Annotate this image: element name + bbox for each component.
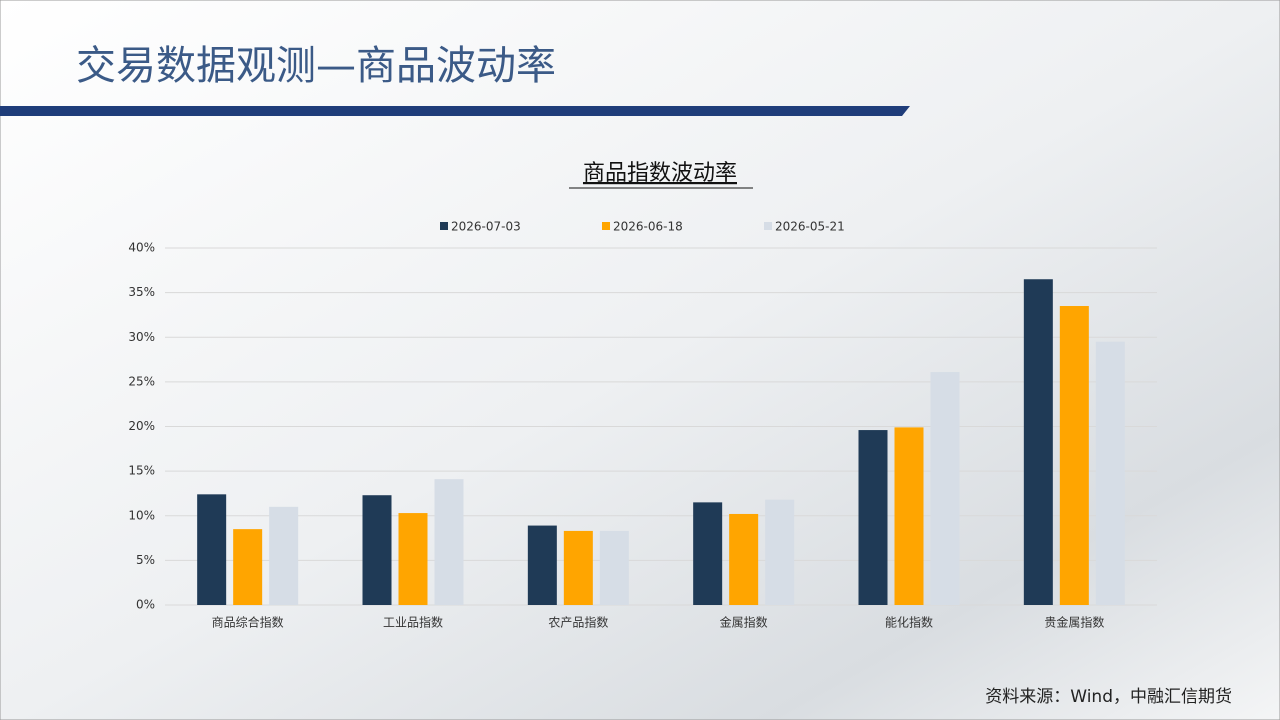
bar	[398, 513, 428, 605]
y-tick-label: 35%	[128, 285, 155, 299]
bar	[197, 494, 227, 605]
bar	[563, 530, 593, 605]
bar	[434, 479, 464, 605]
bar	[765, 499, 795, 605]
bar	[1059, 306, 1089, 605]
x-tick-label: 金属指数	[720, 615, 768, 630]
bar	[858, 430, 888, 605]
x-tick-label: 商品综合指数	[212, 615, 284, 630]
bar	[894, 427, 924, 605]
title-band	[0, 106, 910, 116]
bar	[729, 513, 759, 605]
bar	[527, 525, 557, 605]
legend-label: 2026-06-18	[613, 220, 683, 234]
bar	[233, 529, 263, 605]
x-tick-label: 农产品指数	[548, 615, 608, 630]
y-tick-label: 10%	[128, 508, 155, 522]
bar	[1095, 341, 1125, 605]
bar	[930, 372, 960, 605]
y-tick-label: 30%	[128, 330, 155, 344]
y-tick-label: 25%	[128, 374, 155, 388]
chart-title: 商品指数波动率	[583, 161, 737, 186]
legend-swatch	[602, 222, 610, 230]
y-tick-label: 40%	[128, 241, 155, 255]
bar	[269, 506, 299, 605]
legend-label: 2026-07-03	[451, 220, 521, 234]
x-tick-label: 能化指数	[885, 615, 933, 630]
x-tick-label: 贵金属指数	[1044, 615, 1104, 630]
bar	[362, 495, 392, 605]
bar	[599, 530, 629, 605]
y-tick-label: 20%	[128, 419, 155, 433]
legend-swatch	[440, 222, 448, 230]
bar	[1023, 279, 1053, 605]
legend-label: 2026-05-21	[775, 220, 845, 234]
y-tick-label: 0%	[136, 598, 155, 612]
bar	[693, 502, 723, 605]
page-title: 交易数据观测—商品波动率	[76, 43, 556, 89]
legend-swatch	[764, 222, 772, 230]
x-tick-label: 工业品指数	[383, 615, 443, 630]
source-note: 资料来源：Wind，中融汇信期货	[985, 687, 1232, 707]
y-tick-label: 5%	[136, 553, 155, 567]
y-tick-label: 15%	[128, 464, 155, 478]
